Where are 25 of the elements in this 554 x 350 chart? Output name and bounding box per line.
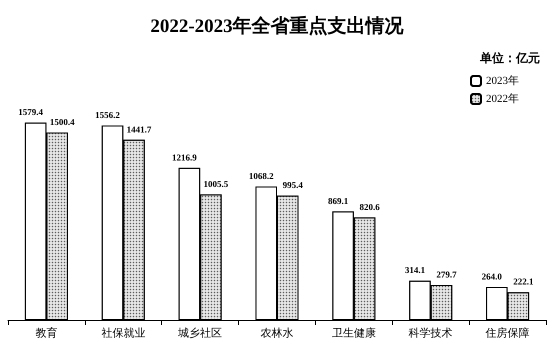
data-label: 1579.4 bbox=[18, 107, 44, 118]
legend-label: 2022年 bbox=[486, 93, 519, 105]
data-label: 869.1 bbox=[328, 196, 349, 206]
x-tick-label: 农林水 bbox=[260, 326, 294, 340]
data-label: 1556.2 bbox=[95, 110, 120, 120]
x-tick-label: 社保就业 bbox=[101, 326, 146, 340]
data-label: 264.0 bbox=[482, 272, 502, 282]
text: 单位：亿元 bbox=[479, 51, 540, 65]
x-tick-label: 卫生健康 bbox=[332, 326, 376, 340]
data-label: 820.6 bbox=[359, 202, 380, 212]
data-label: 279.7 bbox=[436, 270, 458, 280]
data-label: 314.1 bbox=[404, 265, 426, 276]
data-label: 995.4 bbox=[282, 180, 304, 190]
x-tick-label: 城乡社区 bbox=[177, 326, 222, 340]
legend-label: 2023年 bbox=[486, 75, 519, 87]
x-tick-label: 教育 bbox=[35, 326, 58, 340]
chart-title: 2022-2023年全省重点支出情况 bbox=[150, 15, 405, 37]
x-tick-label: 科学技术 bbox=[408, 326, 453, 340]
data-label: 1068.2 bbox=[248, 170, 274, 181]
data-label: 1216.9 bbox=[172, 152, 198, 162]
data-label: 1500.4 bbox=[50, 116, 76, 127]
data-label: 1005.5 bbox=[204, 178, 229, 189]
data-label: 222.1 bbox=[513, 276, 534, 287]
data-label: 1441.7 bbox=[126, 124, 152, 134]
x-tick-label: 住房保障 bbox=[486, 326, 530, 340]
